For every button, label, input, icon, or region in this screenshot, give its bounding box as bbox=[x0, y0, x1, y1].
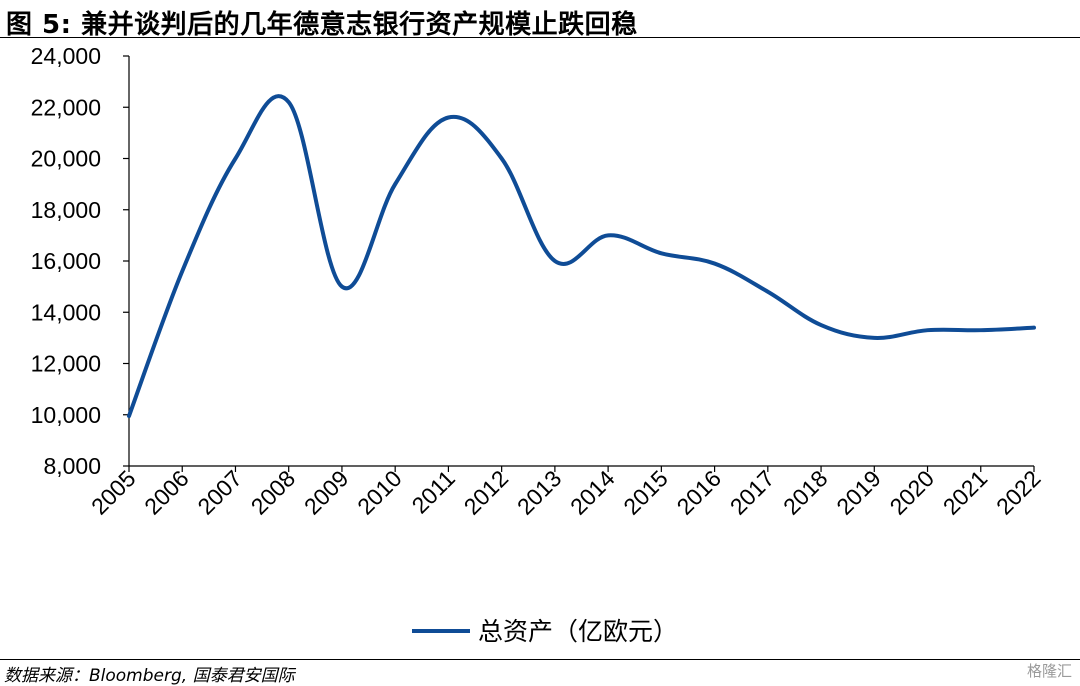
y-tick-label: 20,000 bbox=[31, 146, 101, 172]
data-point bbox=[661, 253, 662, 254]
legend-label: 总资产（亿欧元） bbox=[478, 618, 678, 646]
data-point bbox=[554, 261, 555, 262]
page-title: 图 5: 兼并谈判后的几年德意志银行资产规模止跌回稳 bbox=[6, 10, 638, 40]
data-point bbox=[821, 325, 822, 326]
data-point bbox=[129, 416, 130, 417]
x-tick-label: 2011 bbox=[407, 465, 460, 518]
y-tick-label: 10,000 bbox=[31, 402, 101, 428]
data-point bbox=[182, 271, 183, 272]
x-tick-label: 2009 bbox=[299, 465, 354, 520]
x-tick-label: 2020 bbox=[884, 465, 939, 520]
data-point bbox=[395, 184, 396, 185]
data-point bbox=[448, 117, 449, 118]
x-tick-label: 2015 bbox=[618, 465, 673, 520]
data-point bbox=[714, 263, 715, 264]
y-tick-label: 16,000 bbox=[31, 248, 101, 274]
data-point bbox=[235, 158, 236, 159]
data-point bbox=[501, 158, 502, 159]
y-tick-label: 8,000 bbox=[43, 453, 101, 479]
data-point bbox=[767, 291, 768, 292]
series-line-total-assets bbox=[127, 94, 1036, 419]
title-bar: 图 5: 兼并谈判后的几年德意志银行资产规模止跌回稳 bbox=[0, 0, 1080, 40]
x-tick-label: 2021 bbox=[938, 465, 993, 520]
x-tick-label: 2007 bbox=[192, 465, 247, 520]
watermark-logo: 格隆汇 bbox=[1026, 662, 1072, 680]
data-point bbox=[927, 330, 928, 331]
line-chart: 8,000 10,000 12,000 14,000 16,000 18,000 20,00… bbox=[31, 43, 1046, 646]
y-tick-label: 22,000 bbox=[31, 94, 101, 120]
x-tick-label: 2019 bbox=[831, 465, 886, 520]
y-tick-label: 18,000 bbox=[31, 197, 101, 223]
x-tick-label: 2017 bbox=[725, 465, 780, 520]
x-tick-label: 2008 bbox=[246, 465, 301, 520]
x-tick-label: 2016 bbox=[672, 465, 727, 520]
source-bar: 数据来源：Bloomberg, 国泰君安国际 格隆汇 bbox=[0, 659, 1080, 686]
x-tick-label: 2014 bbox=[565, 465, 620, 520]
source-note: 数据来源：Bloomberg, 国泰君安国际 bbox=[4, 666, 295, 686]
data-point bbox=[341, 286, 342, 287]
x-tick-label: 2010 bbox=[352, 465, 407, 520]
x-tick-label: 2022 bbox=[991, 465, 1046, 520]
chart-area: 8,000 10,000 12,000 14,000 16,000 18,000 20,00… bbox=[0, 38, 1080, 660]
x-tick-label: 2006 bbox=[139, 465, 194, 520]
x-tick-label: 2013 bbox=[512, 465, 567, 520]
y-tick-label: 24,000 bbox=[31, 43, 101, 69]
y-tick-label: 12,000 bbox=[31, 351, 101, 377]
y-tick-label: 14,000 bbox=[31, 299, 101, 325]
data-point bbox=[608, 235, 609, 236]
x-tick-label: 2018 bbox=[778, 465, 833, 520]
data-point bbox=[1034, 327, 1035, 328]
x-tick-label: 2012 bbox=[459, 465, 514, 520]
data-point bbox=[980, 330, 981, 331]
data-point bbox=[874, 337, 875, 338]
data-point bbox=[288, 102, 289, 103]
